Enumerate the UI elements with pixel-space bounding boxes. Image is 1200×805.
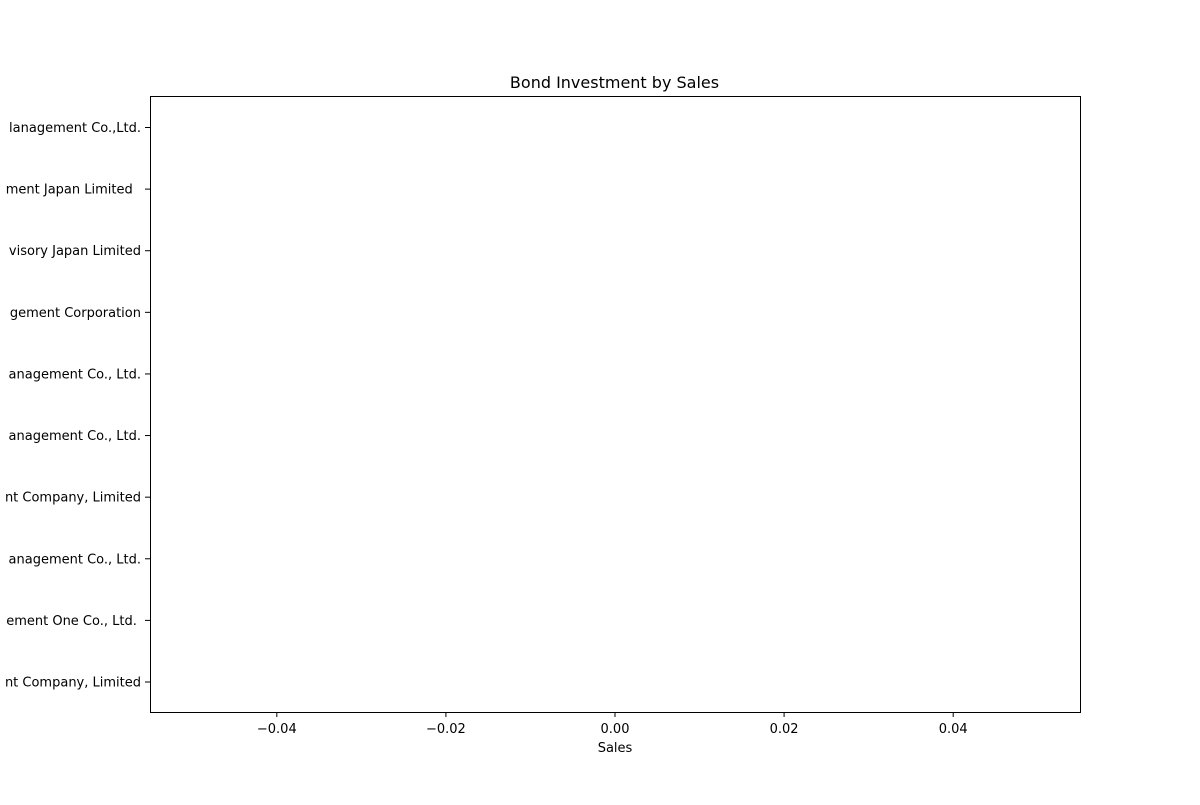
y-tick-label: gement Corporation (10, 306, 141, 321)
x-tick-label: −0.02 (426, 722, 466, 737)
x-tick-label: 0.04 (939, 722, 968, 737)
chart-title: Bond Investment by Sales (510, 73, 719, 92)
y-tick-label: anagement Co., Ltd. (9, 367, 141, 382)
y-tick-label: nt Company, Limited (5, 491, 141, 506)
x-axis-label: Sales (598, 741, 633, 756)
y-tick-label: nt Company, Limited (5, 676, 141, 691)
y-axis-ticks: lanagement Co.,Ltd. ment Japan Limited vi… (5, 121, 150, 691)
y-tick-label: ement One Co., Ltd. (6, 614, 141, 629)
y-tick-label: anagement Co., Ltd. (9, 552, 141, 567)
x-tick-label: 0.02 (770, 722, 799, 737)
y-tick-label: ment Japan Limited (6, 183, 141, 198)
y-tick-label: lanagement Co.,Ltd. (9, 121, 141, 136)
y-tick-label: visory Japan Limited (9, 244, 141, 259)
x-tick-label: 0.00 (601, 722, 630, 737)
plot-frame (150, 96, 1081, 713)
x-tick-label: −0.04 (257, 722, 297, 737)
x-axis-ticks: −0.04 −0.02 0.00 0.02 0.04 (257, 712, 968, 737)
y-tick-label: anagement Co., Ltd. (9, 429, 141, 444)
